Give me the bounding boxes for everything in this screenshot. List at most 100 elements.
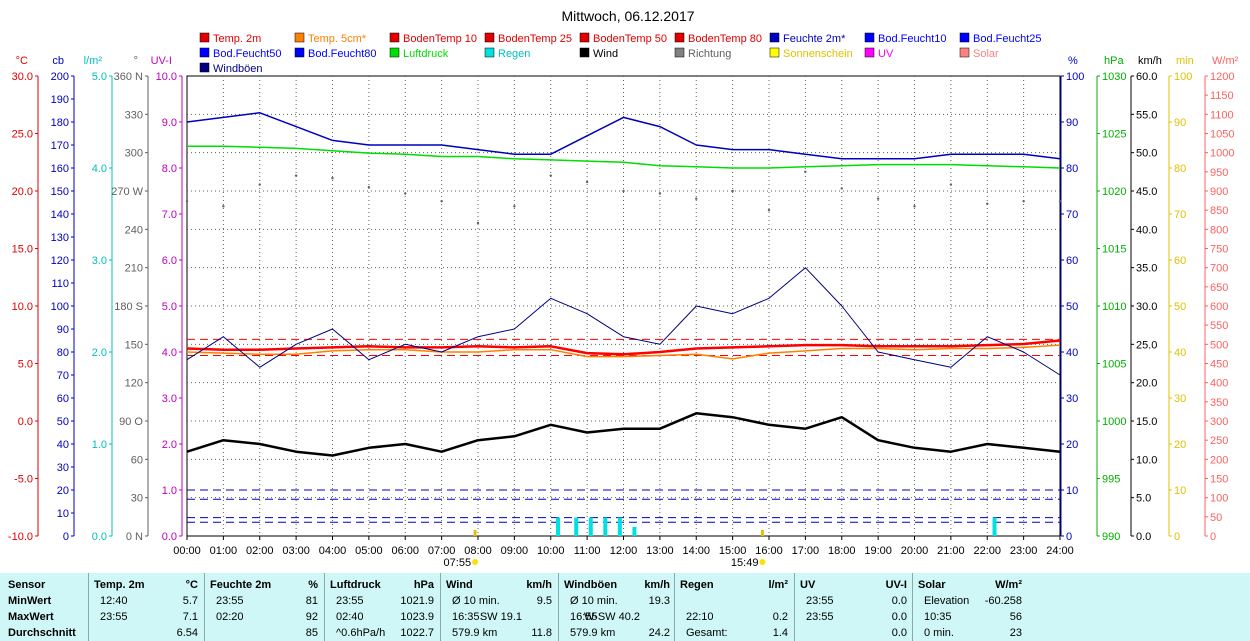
axis-tick-label: 40.0 — [1136, 224, 1157, 236]
stats-group-unit: l/m² — [768, 579, 788, 591]
axis-tick-label: 550 — [1210, 320, 1228, 332]
axis-tick-label: 1200 — [1210, 71, 1234, 83]
axis-tick-label: 20 — [57, 485, 69, 497]
axis-tick-label: 5.0 — [162, 301, 177, 313]
richtung-point — [840, 187, 843, 190]
legend: Temp. 2m Temp. 5cm* BodenTemp 10 BodenTemp … — [199, 32, 1042, 75]
axis-tick-label: 30 — [57, 462, 69, 474]
stats-cell-value: 1021.9 — [400, 595, 434, 607]
x-tick-label: 19:00 — [864, 545, 892, 557]
stats-cell-time: 10:35 — [924, 611, 952, 623]
axis-tick-label: 0 — [63, 531, 69, 543]
stats-cell-value: 92 — [305, 611, 318, 623]
axis-tick-label: 10 — [57, 508, 69, 520]
stats-cell-value: 0.0 — [891, 595, 907, 607]
legend-label: Bod.Feucht10 — [878, 33, 947, 45]
stats-cell-value: 11.8 — [531, 627, 552, 639]
stats-group-header: Luftdruck — [330, 579, 381, 591]
axis-tick-label: 1100 — [1210, 109, 1234, 121]
sun-time-label: 15:49 — [731, 557, 759, 569]
axis-tick-label: 20 — [1066, 439, 1078, 451]
stats-group-unit: °C — [185, 579, 198, 591]
axis-tick-label: 5.0 — [1136, 493, 1151, 505]
legend-swatch — [294, 47, 305, 58]
axis-tick-label: 200 — [51, 71, 69, 83]
stats-cell-time: 23:55 — [100, 611, 128, 623]
legend-label: Solar — [973, 48, 999, 60]
axis-tick-label: 1050 — [1210, 129, 1234, 141]
axis-tick-label: 80 — [1066, 163, 1078, 175]
legend-swatch — [484, 32, 495, 43]
richtung-point — [658, 192, 662, 195]
axis-tick-label: 1010 — [1102, 301, 1126, 313]
stats-separator — [440, 573, 441, 641]
sun-marker-icon — [759, 559, 766, 565]
legend-label: Luftdruck — [403, 48, 449, 60]
axis-unit: km/h — [1138, 55, 1162, 67]
axis-tick-label: 50 — [1174, 301, 1186, 313]
axis-tick-label: 1020 — [1102, 186, 1126, 198]
legend-label: Regen — [498, 48, 530, 60]
axis-tick-label: 120 — [125, 378, 143, 390]
axis-tick-label: 650 — [1210, 282, 1228, 294]
legend-label: Richtung — [688, 48, 731, 60]
x-tick-label: 24:00 — [1046, 545, 1074, 557]
stats-cell-time: 23:55 — [336, 595, 364, 607]
legend-label: BodenTemp 10 — [403, 33, 477, 45]
x-tick-label: 02:00 — [246, 545, 274, 557]
richtung-point — [986, 202, 989, 205]
axis-tick-label: 50 — [1210, 512, 1222, 524]
axis-tick-label: 90 — [1066, 117, 1078, 129]
stats-row-label: MinWert — [8, 595, 52, 607]
axis-tick-label: 70 — [1174, 209, 1186, 221]
grid — [187, 76, 1060, 536]
x-tick-label: 14:00 — [682, 545, 710, 557]
axis-tick-label: 1.0 — [92, 439, 107, 451]
richtung-point — [367, 185, 371, 189]
statistics-table: Sensor MinWert MaxWert Durchschnitt Temp. 2m… — [0, 573, 1250, 641]
legend-swatch — [484, 47, 495, 58]
axis-tick-label: 45.0 — [1136, 186, 1157, 198]
axis-tick-label: 120 — [51, 255, 69, 267]
richtung-point — [913, 205, 916, 208]
axis-tick-label: 60.0 — [1136, 71, 1157, 83]
richtung-point — [767, 208, 771, 212]
richtung-point — [185, 200, 189, 203]
richtung-point — [1058, 200, 1062, 203]
stats-cell-time: Elevation — [924, 595, 970, 607]
axis-tick-label: 10 — [1066, 485, 1078, 497]
legend-swatch — [389, 47, 400, 58]
axis-tick-label: 0.0 — [1136, 531, 1151, 543]
richtung-point — [476, 221, 480, 225]
axis-unit: hPa — [1104, 55, 1124, 67]
legend-swatch — [389, 32, 400, 43]
axis-tick-label: 1025 — [1102, 129, 1126, 141]
richtung-point — [222, 205, 225, 208]
axis-tick-label: 30 — [1066, 393, 1078, 405]
axis-tick-label: 80 — [1174, 163, 1186, 175]
stats-group-header: Regen — [680, 579, 714, 591]
legend-swatch — [294, 32, 305, 43]
stats-group-header: Solar — [918, 579, 946, 591]
axis-unit: min — [1176, 55, 1194, 67]
right-axes: %1009080706050403020100hPa10301025102010… — [1060, 55, 1239, 543]
axis-tick-label: 0 — [1066, 531, 1072, 543]
axis-tick-label: 30.0 — [12, 71, 33, 83]
axis-tick-label: 70 — [57, 370, 69, 382]
x-tick-label: 20:00 — [901, 545, 929, 557]
axis-tick-label: 15.0 — [1136, 416, 1157, 428]
stats-cell-value: 81 — [305, 595, 318, 607]
axis-tick-label: 0 — [1210, 531, 1216, 543]
x-tick-label: 15:00 — [719, 545, 747, 557]
legend-label: Bod.Feucht50 — [213, 48, 282, 60]
chart-title: Mittwoch, 06.12.2017 — [561, 8, 694, 24]
axis-tick-label: 300 — [1210, 416, 1228, 428]
axis-tick-label: 4.0 — [162, 347, 177, 359]
axis-tick-label: 2.0 — [92, 347, 107, 359]
axis-tick-label: -10.0 — [8, 531, 33, 543]
axis-tick-label: 700 — [1210, 263, 1228, 275]
axis-tick-label: 55.0 — [1136, 109, 1157, 121]
axis-tick-label: 7.0 — [162, 209, 177, 221]
x-tick-label: 21:00 — [937, 545, 965, 557]
stats-group-header: Wind — [446, 579, 473, 591]
